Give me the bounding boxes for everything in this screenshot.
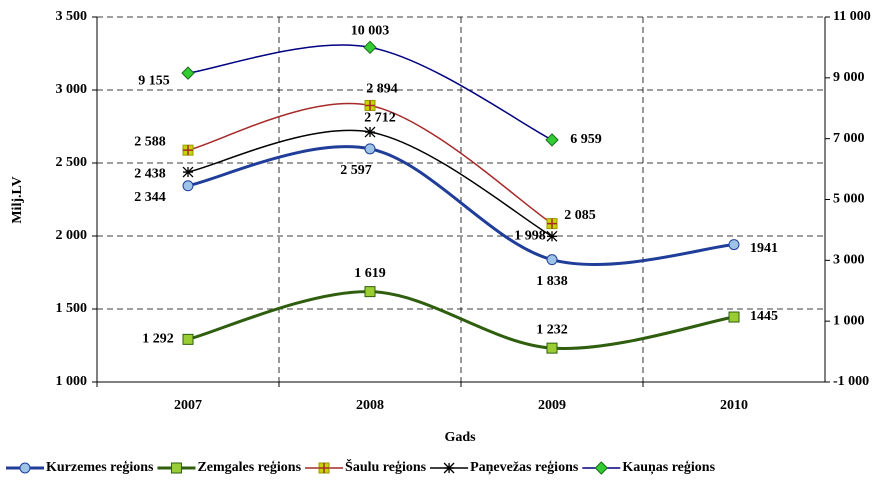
data-label: 2 597 [340,163,372,178]
marker [364,99,376,111]
marker-shape [181,66,195,80]
legend-item: Paņevežas reģions [430,459,579,475]
x-tick-label: 2008 [356,398,384,413]
marker-shape [443,462,455,474]
marker [182,144,194,156]
legend-label: Kurzemes reģions [46,459,154,475]
x-tick-label: 2007 [174,398,202,413]
marker-shape [182,166,194,178]
data-label: 1 232 [536,322,568,337]
y2-tick-label: 9 000 [833,70,865,85]
legend-item: Šaulu reģions [305,458,427,475]
marker [594,461,609,475]
series-line [187,145,735,266]
x-tick-label: 2010 [720,398,748,413]
y-tick-label: 2 000 [56,228,88,243]
marker [181,66,195,80]
marker-shape [182,180,194,192]
marker [546,254,558,266]
marker [364,143,376,155]
y2-tick-label: 3 000 [833,253,865,268]
marker-shape [546,254,558,266]
data-label: 1445 [750,309,778,324]
y-tick-label: 3 000 [56,82,88,97]
marker-shape [594,461,609,475]
y-tick-label: 1 000 [56,374,88,389]
x-axis-title: Gads [444,430,476,445]
legend-item: Kauņas reģions [582,459,716,475]
marker [19,462,31,474]
data-label: 2 894 [366,82,398,97]
legend-label: Kauņas reģions [622,459,715,475]
marker [182,180,194,192]
data-label: 2 588 [134,134,166,149]
marker-shape [728,311,740,323]
marker [728,239,740,251]
data-label: 2 344 [134,190,166,205]
data-label: 1941 [750,241,778,256]
legend-label: Zemgales reģions [197,459,301,475]
y2-tick-label: 1 000 [833,313,865,328]
data-label: 1 619 [354,266,386,281]
data-label: 10 003 [351,24,390,39]
marker-shape [19,462,31,474]
marker-shape [364,286,376,298]
marker [546,218,558,230]
legend-item: Kurzemes reģions [6,459,154,475]
data-label: 1 838 [536,274,568,289]
data-label: 1 292 [142,332,174,347]
marker-shape [546,230,558,242]
x-tick-label: 2009 [538,398,566,413]
marker-shape [319,463,330,473]
marker [546,230,558,242]
marker [170,462,182,474]
marker [182,166,194,178]
marker-shape [364,126,376,138]
y-tick-label: 3 500 [56,9,88,24]
data-label: 9 155 [138,73,170,88]
data-label: 2 438 [134,166,166,181]
y-tick-label: 2 500 [56,155,88,170]
y2-tick-label: -1 000 [833,374,869,389]
legend-label: Šaulu reģions [345,458,427,475]
marker-shape [365,100,375,111]
y-tick-label: 1 500 [56,301,88,316]
marker [546,342,558,354]
marker-shape [182,333,194,345]
y-axis-title: Milj.LV [10,176,25,223]
y2-tick-label: 11 000 [833,9,871,24]
marker-shape [363,40,377,55]
marker-shape [546,342,558,354]
marker [182,333,194,345]
legend-label: Paņevežas reģions [470,459,579,475]
marker-shape [547,218,557,229]
legend-item: Zemgales reģions [157,459,302,475]
marker [363,40,377,55]
series-line [187,290,735,351]
data-label: 2 085 [564,208,596,223]
data-label: 1 998 [514,229,546,244]
marker-shape [170,462,182,474]
marker [364,286,376,298]
marker-shape [728,239,740,251]
y2-tick-label: 7 000 [833,131,865,146]
y2-tick-label: 5 000 [833,192,865,207]
marker-shape [183,145,193,156]
marker [728,311,740,323]
marker [364,126,376,138]
marker [318,462,330,474]
data-label: 2 712 [364,110,396,125]
data-label: 6 959 [570,132,602,147]
marker-shape [364,143,376,155]
marker-shape [545,133,559,147]
marker [443,462,455,474]
marker [545,133,559,147]
